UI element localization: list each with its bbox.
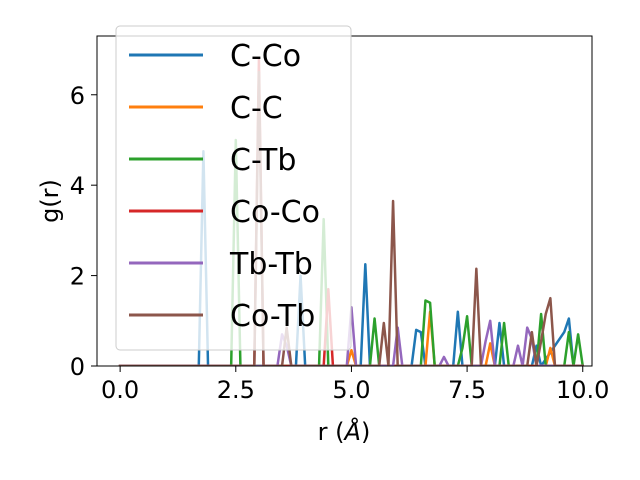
legend: C-Co C-C C-Tb Co-Co Tb-Tb Co-Tb bbox=[115, 25, 352, 351]
x-tick-label: 2.5 bbox=[217, 376, 255, 404]
y-axis-label: g(r) bbox=[36, 179, 64, 223]
series-line-co-tb bbox=[118, 70, 584, 366]
x-tick-label: 10.0 bbox=[556, 376, 609, 404]
legend-label-tb-tb: Tb-Tb bbox=[229, 247, 313, 282]
legend-label-c-c: C-C bbox=[230, 91, 283, 126]
legend-label-co-tb: Co-Tb bbox=[230, 299, 315, 334]
y-tick-label: 4 bbox=[70, 172, 85, 200]
y-tick-label: 2 bbox=[70, 263, 85, 291]
x-tick-label: 7.5 bbox=[448, 376, 486, 404]
x-tick-label: 0.0 bbox=[101, 376, 139, 404]
legend-label-co-co: Co-Co bbox=[230, 195, 320, 230]
series-line-tb-tb bbox=[118, 305, 584, 366]
x-tick-label: 5.0 bbox=[332, 376, 370, 404]
legend-label-c-tb: C-Tb bbox=[230, 143, 296, 178]
y-axis-ticks: 0 2 4 6 bbox=[70, 82, 97, 381]
y-tick-label: 6 bbox=[70, 82, 85, 110]
series-line-c-c bbox=[118, 310, 580, 366]
y-tick-label: 0 bbox=[70, 353, 85, 381]
legend-label-c-co: C-Co bbox=[230, 39, 301, 74]
x-axis-label: r (Å) bbox=[318, 417, 371, 446]
x-axis-ticks: 0.0 2.5 5.0 7.5 10.0 bbox=[101, 366, 609, 404]
